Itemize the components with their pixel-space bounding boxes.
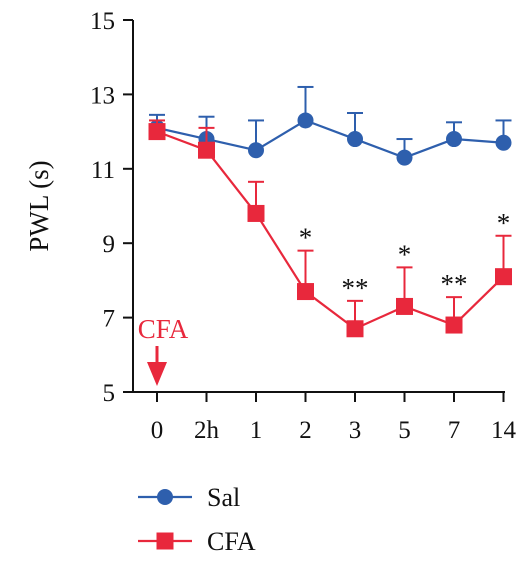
legend: Sal CFA [138,483,256,556]
significance-label: * [398,239,412,269]
data-point [248,142,264,159]
x-tick-label: 1 [250,417,263,444]
significance-label: ** [441,269,468,299]
data-point [396,149,413,166]
annotation-layer: *******CFA [138,208,511,386]
y-tick-label: 5 [103,380,116,407]
down-arrow-icon [147,362,167,386]
data-point [346,320,364,338]
y-tick-label: 13 [90,82,115,109]
series-sal [149,85,512,166]
legend-item-sal: Sal [138,483,240,512]
data-point [247,204,265,222]
data-point [495,268,512,286]
x-tick-label: 14 [491,417,517,444]
series-cfa [148,119,512,338]
significance-label: ** [342,273,369,303]
x-tick-label: 2h [194,417,220,444]
data-point [347,131,363,148]
data-point [495,134,512,151]
y-tick-label: 7 [103,306,116,333]
y-tick-label: 9 [103,231,116,258]
significance-label: * [497,208,511,238]
legend-marker [156,532,174,550]
cfa-annotation-label: CFA [138,314,189,344]
legend-marker [157,489,173,505]
series-line [156,119,504,159]
y-axis-label: PWL (s) [24,160,54,251]
x-tick-label: 0 [151,417,164,444]
data-point [198,141,215,159]
significance-label: * [299,223,313,253]
data-point [297,283,314,301]
legend-item-cfa: CFA [138,527,256,556]
data-point [445,316,463,334]
y-tick-label: 15 [90,8,115,35]
legend-label: Sal [207,483,240,512]
x-tick-label: 3 [349,417,362,444]
data-point [446,131,462,148]
x-tick-label: 7 [448,417,461,444]
legend-label: CFA [207,527,256,556]
y-tick-label: 11 [91,157,115,184]
data-point [297,112,314,129]
x-tick-label: 2 [299,417,312,444]
series-line [156,130,505,331]
x-tick-label: 5 [398,417,411,444]
series-layer [148,85,512,338]
axes: 5 7 9 11 13 15 PWL (s) 0 2h 1 2 3 5 7 14 [24,8,517,444]
data-point [396,297,413,315]
data-point [148,123,166,141]
